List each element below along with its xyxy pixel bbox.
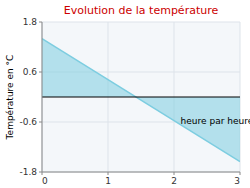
line	[42, 39, 240, 162]
y-tick-label: -0.6	[19, 117, 37, 127]
x-tick-label: 2	[171, 176, 177, 186]
y-axis-line	[42, 22, 43, 172]
chart: -1.8 -0.6 0.6 1.8 0 1 2 3 heure par heure Tempéra…	[0, 0, 250, 188]
y-tick-label: 1.8	[23, 17, 38, 27]
grid-line	[42, 22, 43, 172]
area	[42, 39, 240, 162]
x-tick-label: 1	[105, 176, 111, 186]
x-tick-label: 0	[42, 176, 48, 186]
x-tick-label: 3	[234, 176, 240, 186]
grid-line	[42, 22, 240, 23]
chart-container: -1.8 -0.6 0.6 1.8 0 1 2 3 heure par heure Tempéra…	[0, 0, 250, 188]
zero-line	[42, 97, 240, 98]
x-axis-line	[42, 172, 240, 173]
y-tick-label: -1.8	[19, 167, 37, 177]
annotation: heure par heure	[181, 116, 250, 126]
y-axis-label: Température en °C	[5, 55, 15, 141]
grid-line	[42, 172, 240, 173]
plot-background	[42, 22, 240, 172]
title: Evolution de la température	[64, 4, 219, 17]
data-layer	[42, 39, 240, 162]
grid	[42, 22, 240, 172]
y-tick-label: 0.6	[23, 67, 38, 77]
